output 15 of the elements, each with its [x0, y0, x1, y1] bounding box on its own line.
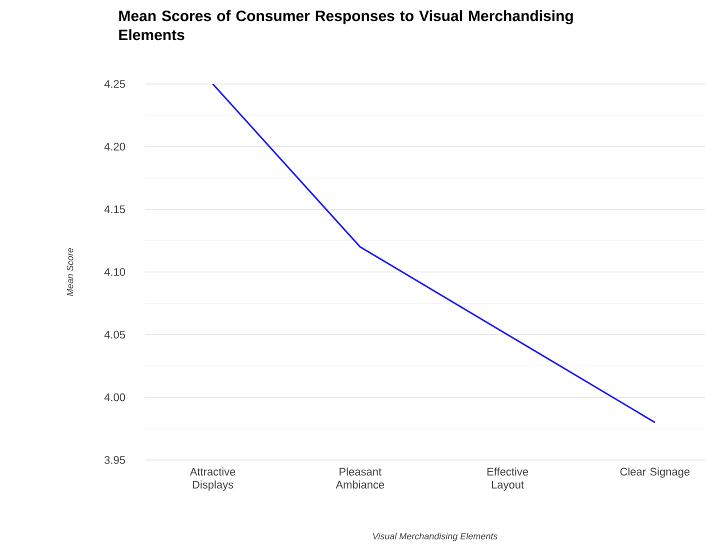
- chart-title: Mean Scores of Consumer Responses to Visual Merchandising Elements: [119, 10, 573, 40]
- x-tick-label: Effective Layout: [487, 468, 528, 491]
- y-tick-label: 4.15: [104, 205, 126, 214]
- y-tick-label: 4.25: [104, 80, 126, 88]
- y-tick-label: 3.95: [104, 456, 126, 464]
- line-series: [212, 84, 656, 424]
- y-tick-label: 4.10: [104, 268, 126, 276]
- y-tick-label: 4.00: [104, 393, 126, 402]
- x-tick-label: Pleasant Ambiance: [336, 468, 384, 489]
- x-tick-label: Attractive Displays: [190, 468, 236, 491]
- x-tick-label: Clear Signage: [620, 468, 690, 478]
- y-axis-title: Mean Score: [66, 248, 74, 296]
- x-axis-title: Visual Merchandising Elements: [373, 532, 498, 542]
- y-tick-label: 4.05: [104, 330, 126, 339]
- y-tick-label: 4.20: [104, 142, 126, 151]
